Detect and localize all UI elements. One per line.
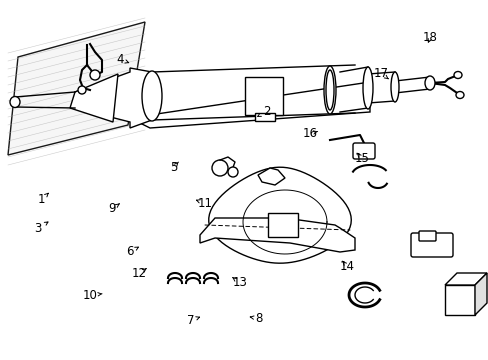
Text: 15: 15 (354, 152, 368, 165)
Ellipse shape (362, 67, 372, 109)
Circle shape (90, 70, 100, 80)
FancyBboxPatch shape (254, 113, 274, 121)
FancyBboxPatch shape (410, 233, 452, 257)
Ellipse shape (424, 76, 434, 90)
Text: 3: 3 (34, 222, 41, 235)
Polygon shape (75, 68, 152, 128)
Polygon shape (258, 168, 285, 185)
Text: 12: 12 (132, 267, 146, 280)
Text: 16: 16 (303, 127, 317, 140)
Text: 14: 14 (339, 260, 354, 273)
Ellipse shape (390, 72, 398, 102)
Polygon shape (8, 22, 145, 155)
Text: 18: 18 (422, 31, 437, 44)
Ellipse shape (325, 70, 333, 110)
Polygon shape (70, 74, 118, 122)
Polygon shape (444, 273, 486, 285)
Ellipse shape (455, 91, 463, 99)
Text: 10: 10 (83, 289, 98, 302)
Text: 17: 17 (373, 67, 388, 80)
Text: 5: 5 (169, 161, 177, 174)
Circle shape (227, 167, 238, 177)
Text: 11: 11 (198, 197, 212, 210)
Text: 7: 7 (186, 314, 194, 327)
Circle shape (78, 86, 86, 94)
Text: 2: 2 (262, 105, 270, 118)
Text: 4: 4 (116, 53, 123, 66)
Text: 9: 9 (108, 202, 116, 215)
FancyBboxPatch shape (352, 143, 374, 159)
Ellipse shape (142, 71, 162, 121)
Circle shape (212, 160, 227, 176)
Ellipse shape (324, 66, 335, 114)
Text: 13: 13 (232, 276, 246, 289)
Polygon shape (130, 82, 369, 128)
Ellipse shape (453, 72, 461, 78)
Ellipse shape (10, 96, 20, 108)
Polygon shape (200, 218, 354, 252)
Polygon shape (474, 273, 486, 315)
FancyBboxPatch shape (418, 231, 435, 241)
FancyBboxPatch shape (267, 213, 297, 237)
Text: 8: 8 (255, 312, 263, 325)
FancyBboxPatch shape (444, 285, 474, 315)
Text: 6: 6 (125, 246, 133, 258)
FancyBboxPatch shape (244, 77, 283, 115)
Text: 1: 1 (38, 193, 45, 206)
Polygon shape (208, 167, 350, 263)
